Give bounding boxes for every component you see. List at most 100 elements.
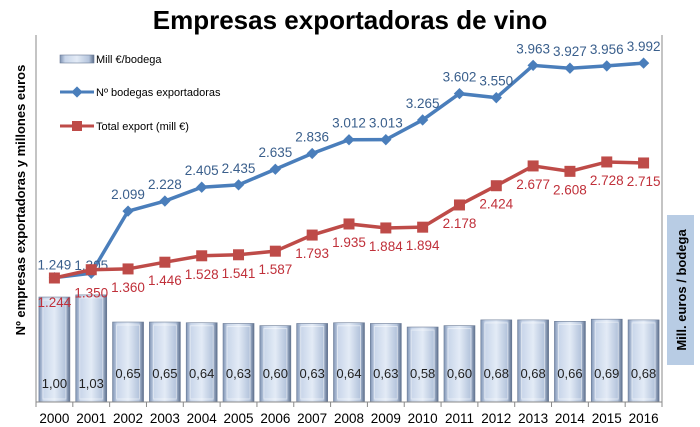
bar-bevel (189, 325, 214, 400)
bar-label: 0,63 (373, 366, 398, 381)
bar-label: 0,69 (594, 366, 619, 381)
data-label: 1.541 (222, 266, 256, 281)
data-label: 3.992 (627, 39, 661, 54)
data-label: 1.446 (148, 273, 182, 288)
bar-bevel (263, 328, 288, 400)
point-marker (233, 249, 245, 261)
data-label: 3.602 (443, 70, 477, 85)
data-label: 2.228 (148, 177, 182, 192)
bar-bevel (42, 299, 67, 400)
point-marker (564, 165, 576, 177)
data-label: 3.963 (516, 41, 550, 56)
bar-bevel (447, 328, 472, 400)
data-label: 2.836 (295, 130, 329, 145)
data-label: 1.244 (38, 295, 72, 310)
x-tick-label: 2013 (518, 411, 548, 426)
data-label: 1.935 (332, 235, 366, 250)
bar-label: 0,68 (484, 366, 509, 381)
point-marker (637, 57, 650, 69)
point-marker (306, 147, 318, 160)
point-marker (380, 134, 392, 146)
data-label: 1.249 (38, 258, 72, 273)
data-label: 1.884 (369, 239, 403, 254)
bar-label: 0,63 (300, 366, 325, 381)
data-label: 2.178 (443, 216, 477, 231)
bar-label: 1,00 (42, 376, 67, 391)
y-axis-label-right-box (667, 215, 694, 365)
point-marker (269, 245, 281, 257)
data-label: 3.956 (590, 42, 624, 57)
x-tick-label: 2009 (371, 411, 401, 426)
legend-swatch-bar (59, 54, 95, 64)
x-tick-label: 2008 (334, 411, 364, 426)
point-marker (159, 256, 171, 268)
data-label: 2.635 (258, 145, 292, 160)
legend-label: Mill €/bodega (96, 54, 162, 66)
x-tick-label: 2004 (187, 411, 218, 426)
bar-2014 (554, 321, 586, 403)
x-tick-label: 2011 (445, 411, 474, 426)
data-label: 3.012 (332, 116, 366, 131)
bar-label: 0,65 (115, 366, 140, 381)
point-marker (527, 160, 539, 172)
bar-label: 0,68 (631, 366, 656, 381)
bar-2012 (480, 319, 513, 403)
bar-2004 (185, 322, 218, 403)
point-marker (638, 157, 650, 169)
point-marker (122, 263, 134, 275)
data-label: 1.793 (295, 246, 329, 261)
bar-bevel (152, 324, 177, 400)
bar-label: 0,64 (336, 366, 361, 381)
bar-2016 (627, 319, 660, 403)
bar-2005 (222, 323, 255, 403)
x-tick-label: 2000 (39, 411, 69, 426)
point-marker (601, 156, 613, 168)
data-label: 2.405 (185, 163, 219, 178)
chart-title: Empresas exportadoras de vino (153, 5, 547, 35)
point-marker (196, 250, 208, 262)
bar-label: 0,66 (557, 366, 582, 381)
bar-label: 0,58 (410, 366, 435, 381)
point-marker (232, 179, 245, 191)
data-label: 2.435 (222, 161, 256, 176)
bar-bevel (300, 325, 325, 400)
x-tick-label: 2007 (297, 411, 327, 426)
bar-2008 (333, 322, 365, 403)
x-tick-label: 2012 (481, 411, 511, 426)
point-marker (343, 218, 355, 230)
data-label: 1.350 (74, 286, 108, 301)
x-tick-label: 2002 (113, 411, 143, 426)
data-label: 3.927 (553, 44, 587, 59)
y-axis-label-right: Mill. euros / bodega (674, 229, 689, 351)
bar-bevel (594, 321, 619, 400)
point-marker (601, 60, 613, 72)
point-marker (196, 181, 208, 193)
data-label: 3.550 (479, 74, 513, 89)
data-label: 1.894 (406, 238, 440, 253)
point-marker (343, 134, 355, 146)
x-tick-label: 2015 (592, 411, 622, 426)
bar-bevel (631, 322, 656, 400)
bar-bevel (226, 325, 251, 400)
x-tick-label: 2010 (408, 411, 438, 426)
bar-2011 (443, 325, 476, 403)
data-label: 2.608 (553, 182, 587, 197)
bar-label: 0,63 (226, 366, 251, 381)
bar-bevel (484, 322, 509, 400)
point-marker (453, 199, 465, 211)
y-axis-label-left: Nº empresas exportadoras y millones euro… (13, 65, 28, 336)
bar-bevel (410, 329, 435, 400)
data-label: 3.013 (369, 116, 403, 131)
data-label: 2.728 (590, 173, 624, 188)
x-tick-label: 2001 (76, 411, 106, 426)
data-label: 2.715 (627, 174, 661, 189)
bar-bevel (79, 297, 104, 400)
bar-2000 (38, 296, 71, 403)
point-marker (85, 264, 97, 276)
x-tick-label: 2003 (150, 411, 180, 426)
bar-2015 (590, 318, 623, 403)
bar-2010 (406, 326, 439, 403)
data-label: 1.528 (185, 267, 219, 282)
bar-label: 0,64 (189, 366, 214, 381)
